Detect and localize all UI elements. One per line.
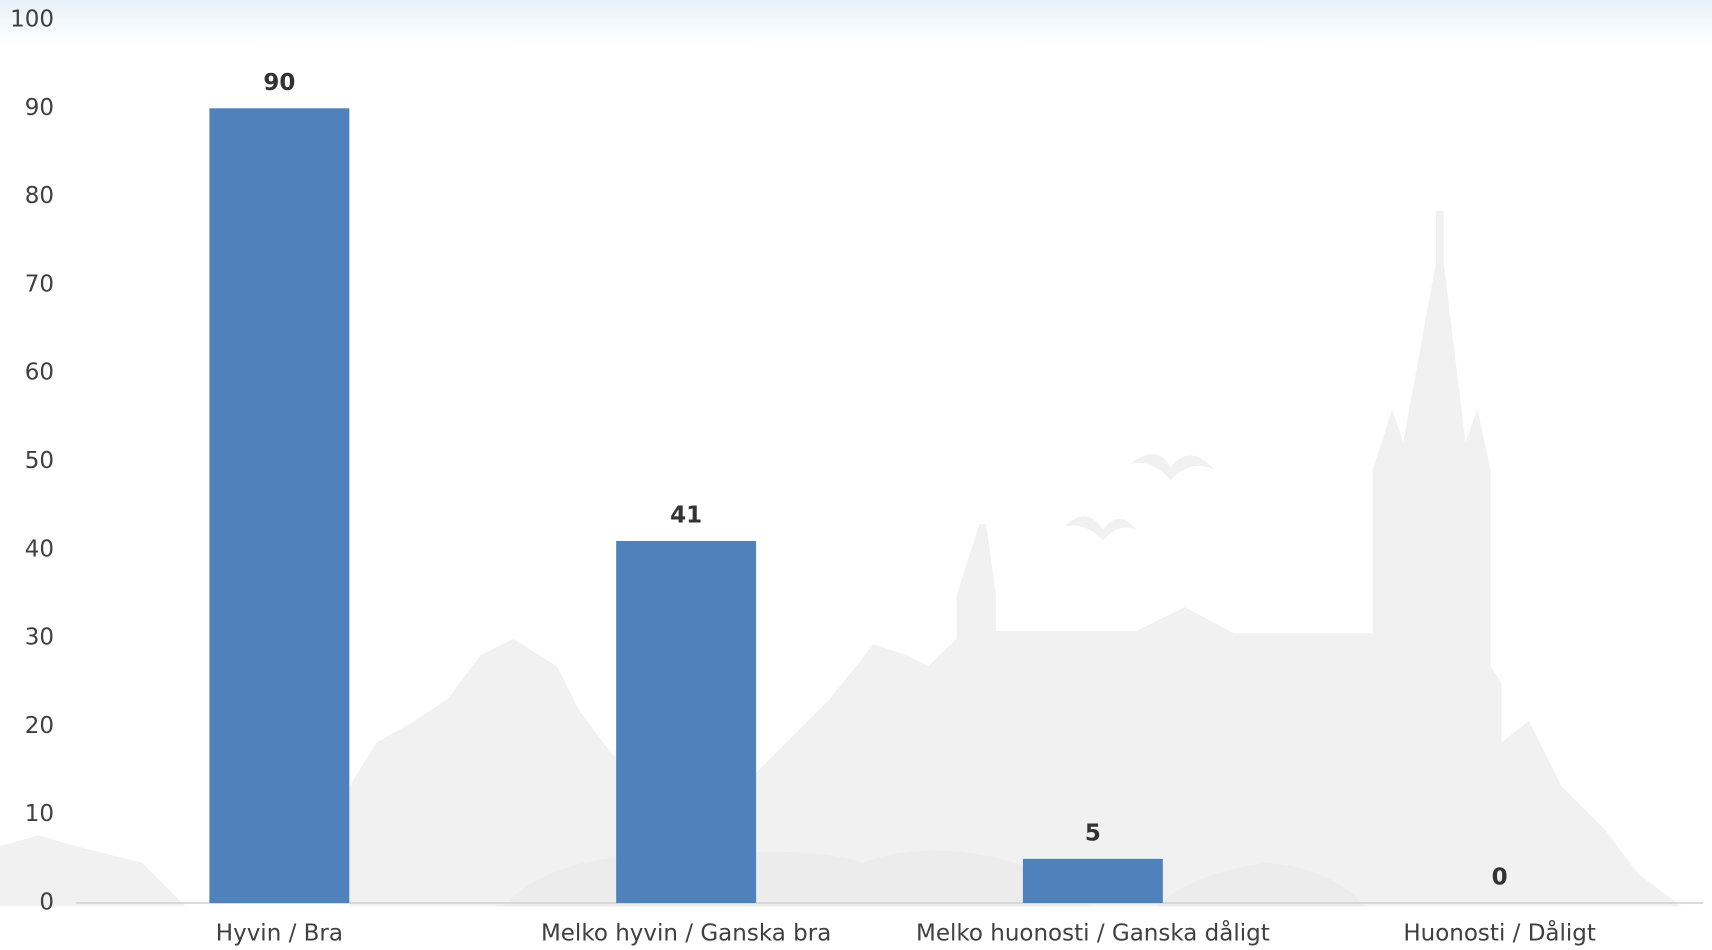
- value-label: 0: [1492, 865, 1508, 891]
- y-tick-label: 60: [25, 360, 54, 386]
- y-tick-label: 40: [25, 536, 54, 562]
- y-tick-label: 100: [10, 7, 54, 33]
- bar: [209, 108, 350, 904]
- y-tick-label: 70: [25, 271, 54, 297]
- x-tick-label: Melko huonosti / Ganska dåligt: [916, 919, 1270, 947]
- y-tick-label: 30: [25, 625, 54, 651]
- y-tick-label: 50: [25, 448, 54, 474]
- bar: [1022, 858, 1163, 903]
- y-tick-label: 10: [25, 801, 54, 827]
- x-tick-label: Huonosti / Dåligt: [1403, 919, 1596, 947]
- x-tick-label: Hyvin / Bra: [216, 921, 343, 947]
- y-tick-label: 90: [25, 95, 54, 121]
- y-tick-label: 0: [39, 890, 54, 916]
- top-glow: [0, 0, 1712, 45]
- bar: [616, 540, 757, 903]
- y-tick-label: 20: [25, 713, 54, 739]
- value-label: 41: [670, 502, 702, 528]
- y-tick-label: 80: [25, 183, 54, 209]
- value-label: 90: [263, 70, 295, 96]
- x-tick-label: Melko hyvin / Ganska bra: [541, 921, 831, 947]
- value-label: 5: [1085, 820, 1101, 846]
